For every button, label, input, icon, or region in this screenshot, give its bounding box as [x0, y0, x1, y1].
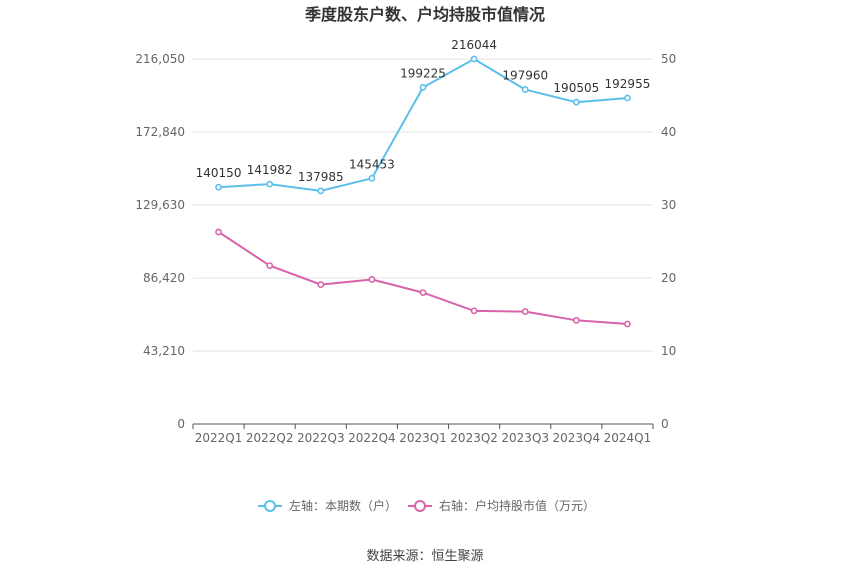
series-point-0	[470, 55, 478, 63]
legend-label: 左轴：本期数（户）	[289, 498, 397, 513]
series-layer	[215, 55, 631, 328]
x-tick-label: 2023Q3	[501, 431, 549, 445]
series-point-1	[368, 276, 376, 283]
legend: 左轴：本期数（户） 右轴：户均持股市值（万元）	[258, 498, 595, 513]
left-tick-label: 216,050	[135, 52, 185, 66]
x-tick-label: 2022Q2	[246, 431, 294, 445]
x-tick-label: 2023Q1	[399, 431, 447, 445]
left-tick-label: 43,210	[143, 344, 185, 358]
series-point-0	[215, 183, 222, 191]
left-tick-label: 172,840	[135, 125, 185, 139]
series-point-0	[521, 86, 529, 93]
series-point-1	[521, 308, 529, 315]
left-axis: 0 43,210 86,420 129,630 172,840 216,050	[135, 52, 185, 431]
data-label: 145453	[349, 157, 395, 171]
x-tick-label: 2024Q1	[604, 431, 652, 445]
legend-label: 右轴：户均持股市值（万元）	[439, 498, 595, 513]
x-tick-label: 2023Q4	[553, 431, 601, 445]
x-tick-label: 2022Q3	[297, 431, 345, 445]
right-tick-label: 30	[661, 198, 676, 212]
right-tick-label: 40	[661, 125, 676, 139]
series-point-1	[266, 262, 274, 269]
data-label: 199225	[400, 66, 446, 80]
series-point-1	[317, 281, 325, 288]
data-labels: 140150 141982 137985 145453 199225 216044 1979…	[196, 38, 651, 184]
series-point-0	[624, 94, 631, 102]
data-label: 197960	[502, 69, 548, 83]
left-tick-label: 129,630	[135, 198, 185, 212]
series-point-1	[624, 320, 631, 328]
right-tick-label: 10	[661, 344, 676, 358]
chart-title: 季度股东户数、户均持股市值情况	[304, 5, 545, 24]
series-point-0	[419, 84, 427, 91]
data-label: 190505	[553, 81, 599, 95]
x-tick-label: 2023Q2	[450, 431, 498, 445]
left-tick-label: 0	[177, 417, 185, 431]
legend-marker	[264, 500, 276, 512]
left-tick-label: 86,420	[143, 271, 185, 285]
data-label: 141982	[247, 163, 293, 177]
series-point-0	[266, 180, 274, 188]
legend-marker	[414, 500, 426, 512]
right-tick-label: 20	[661, 271, 676, 285]
series-point-1	[572, 316, 580, 324]
grid-lines	[193, 58, 653, 352]
series-point-0	[317, 187, 325, 195]
source-note: 数据来源：恒生聚源	[366, 549, 483, 564]
series-point-0	[572, 98, 580, 106]
series-point-1	[419, 289, 427, 296]
data-label: 192955	[605, 77, 651, 91]
series-point-0	[368, 174, 376, 182]
data-label: 137985	[298, 170, 344, 184]
right-tick-label: 0	[661, 417, 669, 431]
x-axis: 2022Q1 2022Q2 2022Q3 2022Q4 2023Q1 2023Q2 2023…	[192, 423, 654, 445]
series-point-1	[470, 307, 478, 315]
data-label: 216044	[451, 38, 497, 52]
x-tick-label: 2022Q1	[195, 431, 243, 445]
right-tick-label: 50	[661, 52, 676, 66]
data-label: 140150	[196, 166, 242, 180]
series-point-1	[215, 228, 222, 236]
right-axis: 0 10 20 30 40 50	[661, 52, 676, 431]
x-tick-label: 2022Q4	[348, 431, 396, 445]
